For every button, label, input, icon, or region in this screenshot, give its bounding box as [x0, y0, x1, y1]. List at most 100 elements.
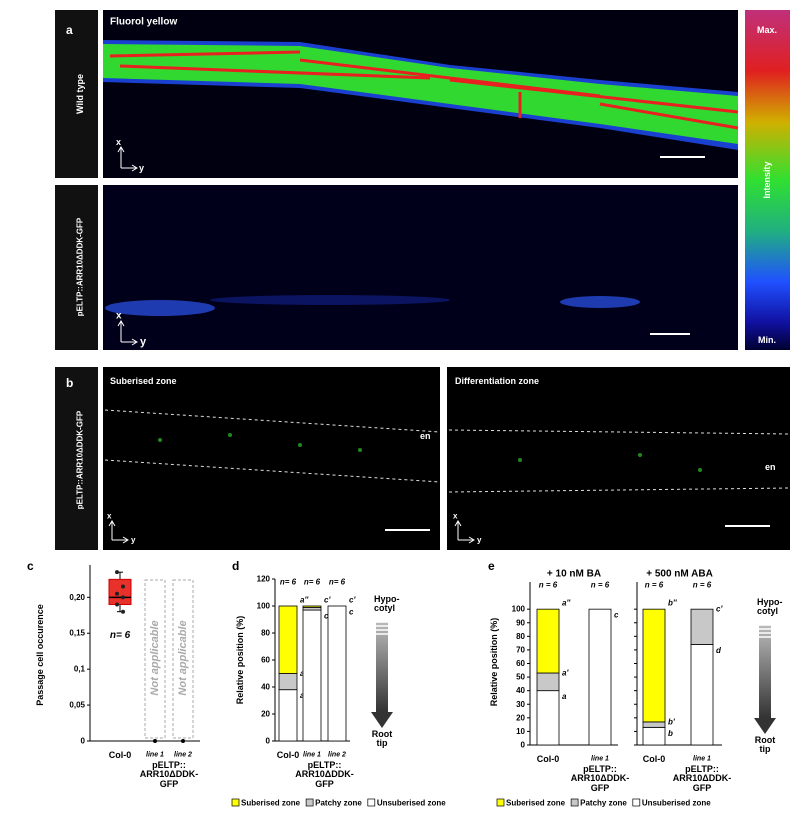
bar-segment	[536, 608, 560, 674]
axis-glyph	[108, 520, 129, 544]
side-box	[55, 10, 98, 178]
colorbar-max: Max.	[757, 25, 777, 35]
legend-swatch	[231, 798, 240, 807]
bar-segment	[302, 609, 322, 742]
x-tick-label: Col-0	[277, 750, 300, 760]
bar-segment	[536, 672, 560, 692]
facet-title: + 500 nM ABA	[646, 569, 713, 580]
group-label-box: pELTP:: ARR10ΔDDK- GFP	[571, 765, 629, 793]
axis-y: y	[140, 336, 147, 348]
y-tick-label: 80	[516, 632, 525, 641]
arrow-bottom-box: Root tip	[372, 730, 393, 748]
facet-title: + 10 nM BA	[547, 569, 601, 580]
signal	[105, 300, 215, 316]
y-tick-label: 30	[516, 700, 525, 709]
letter: d	[716, 646, 722, 655]
image	[103, 185, 738, 350]
boundary	[448, 429, 791, 493]
arrow-bottom: Root tip	[754, 736, 776, 755]
colorbar	[745, 10, 790, 350]
arrow-top-box: Hypo- cotyl	[757, 598, 783, 617]
point	[121, 609, 125, 614]
y-tick-label: 90	[516, 618, 525, 627]
median-dot	[181, 739, 185, 743]
arrow-shaft	[376, 622, 388, 712]
nuclei	[158, 433, 702, 472]
panel-label: b	[66, 376, 73, 390]
colorbar-min: Min.	[758, 335, 776, 345]
n-label: n= 6	[304, 578, 321, 587]
legend-label: Patchy zone	[315, 799, 362, 808]
median-dot	[153, 739, 157, 743]
signal	[560, 296, 640, 308]
arrow-top: Hypo- cotyl	[757, 598, 783, 617]
legend-label: Suberised zone	[241, 799, 301, 808]
legend-label: Unsuberised zone	[642, 799, 711, 808]
bar-segment	[642, 721, 666, 728]
y-tick-label: 40	[261, 683, 270, 692]
x-tick-label: line 1	[146, 752, 164, 759]
colorbar-title: Intensity	[762, 161, 772, 198]
y-tick-label: 80	[261, 629, 270, 638]
y-tick-label: 20	[516, 713, 525, 722]
y-axis-label: Relative position (%)	[489, 618, 499, 707]
side-label: pELTP::ARR10ΔDDK-GFP	[76, 217, 85, 316]
image-title: Suberised zone	[110, 376, 177, 386]
n-label: n = 6	[539, 581, 558, 590]
note: Not applicable	[149, 620, 161, 695]
arrow-top: Hypo- cotyl	[374, 595, 400, 614]
letter: b	[668, 729, 673, 738]
axis-glyph	[117, 146, 138, 172]
legend-label: Patchy zone	[580, 799, 627, 808]
panel-label: c	[27, 559, 34, 573]
panel-label: e	[488, 559, 495, 573]
y-tick-label: 100	[512, 605, 526, 614]
y-axis-label: Relative position (%)	[235, 616, 245, 705]
y-tick-label: 60	[261, 656, 270, 665]
panel-label: a	[66, 23, 73, 37]
group-label: pELTP:: ARR10ΔDDK- GFP	[139, 761, 199, 789]
x-tick-label: Col-0	[537, 754, 560, 764]
tissue-label: en	[765, 462, 776, 472]
bar-segment	[302, 605, 322, 608]
letter: a''	[300, 596, 309, 605]
group-label-box: pELTP:: ARR10ΔDDK- GFP	[295, 761, 353, 789]
arrow-shaft	[759, 625, 771, 718]
axis-x: x	[107, 512, 112, 521]
group-label-box: pELTP:: ARR10ΔDDK- GFP	[673, 765, 731, 793]
root-detail	[109, 50, 739, 130]
y-tick-label: 0,15	[69, 629, 85, 638]
n-label: n= 6	[110, 630, 131, 641]
letter: c	[349, 608, 354, 617]
n-label: n = 6	[591, 581, 610, 590]
bar-segment	[642, 608, 666, 723]
y-tick-label: 40	[516, 686, 525, 695]
axis-y: y	[131, 536, 136, 545]
panel-label: d	[232, 559, 239, 573]
letter: c'	[716, 605, 723, 614]
legend-swatch	[305, 798, 314, 807]
legend-swatch	[496, 798, 505, 807]
y-tick-label: 50	[516, 673, 525, 682]
na-box	[144, 579, 166, 739]
bar-segment	[536, 690, 560, 746]
boundary	[104, 409, 441, 483]
bar-segment	[690, 644, 714, 746]
x-tick-label: Col-0	[643, 754, 666, 764]
arrow-top-box: Hypo- cotyl	[374, 595, 400, 614]
root	[103, 44, 738, 144]
x-tick-label: line 1	[693, 756, 711, 763]
y-tick-label: 0	[81, 737, 86, 746]
y-tick-label: 0,1	[74, 665, 86, 674]
x-tick-label: line 2	[174, 752, 192, 759]
bar-segment	[588, 608, 612, 746]
arrow-bottom-box: Root tip	[754, 736, 776, 755]
bar-segment	[642, 726, 666, 746]
axis-glyph	[117, 320, 138, 346]
axis-y: y	[477, 536, 482, 545]
letter: a	[300, 691, 305, 700]
y-tick-label: 20	[261, 710, 270, 719]
y-tick-label: 100	[257, 602, 271, 611]
n-label: n= 6	[280, 578, 297, 587]
arrow-head	[754, 718, 776, 734]
